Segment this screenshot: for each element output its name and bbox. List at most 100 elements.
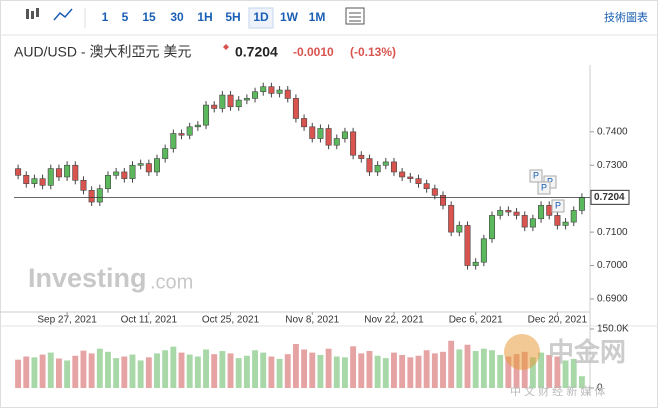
volume-tick-label: 150.0K [597, 324, 629, 335]
volume-tick-label: 0 [597, 383, 603, 394]
candle-body [243, 98, 250, 101]
candle-body [309, 126, 316, 139]
interval-button[interactable]: 1D [253, 10, 269, 24]
candle-body [472, 261, 479, 266]
candle-body [350, 131, 357, 156]
candle-body [325, 128, 332, 146]
volume-bar [391, 352, 397, 388]
volume-bar [399, 354, 406, 388]
volume-bar [480, 348, 487, 388]
volume-bar [292, 343, 299, 388]
candle-body [154, 158, 160, 173]
candle-body [399, 171, 406, 178]
candle-body [505, 210, 512, 213]
interval-button[interactable]: 30 [170, 10, 184, 24]
logo: 中金网 [548, 337, 626, 367]
volume-bar [456, 349, 463, 388]
volume-bar [268, 356, 275, 388]
candle-body [227, 94, 234, 108]
candle-body [431, 188, 438, 196]
volume-bar [170, 346, 177, 388]
volume-bar [301, 349, 308, 388]
x-tick-label: Nov 22, 2021 [364, 315, 424, 326]
volume-bar [570, 358, 577, 388]
candle-body [390, 161, 397, 173]
volume-bar [211, 354, 218, 388]
candle-body [382, 161, 389, 166]
candle-body [194, 124, 201, 128]
candle-body [578, 197, 585, 211]
volume-bar [121, 356, 128, 388]
volume-bar [423, 350, 430, 388]
candle-body [55, 168, 62, 178]
interval-button[interactable]: 5 [122, 10, 129, 24]
candle-body [23, 174, 30, 184]
volume-bar [578, 376, 585, 388]
x-tick-label: Sep 27, 2021 [37, 315, 97, 326]
volume-bar [194, 356, 201, 388]
volume-bar [145, 357, 152, 388]
chart-link-icon[interactable] [345, 7, 365, 25]
volume-bar [448, 340, 455, 388]
volume-bar [472, 351, 479, 388]
y-tick-label: 0.6900 [597, 294, 628, 305]
interval-button[interactable]: 1M [309, 10, 326, 24]
volume-bar [284, 354, 291, 388]
candle-body [489, 215, 496, 240]
logo-mark [504, 334, 540, 370]
candle-body [268, 86, 275, 94]
volume-bar [562, 360, 569, 388]
event-marker [529, 169, 543, 183]
candle-body [252, 91, 259, 99]
candle-body [374, 164, 381, 173]
candle-body [562, 221, 569, 226]
toolbar: 1 5 15 30 1H 5H 1D 1W 1M [102, 7, 326, 29]
candle-body [570, 210, 577, 223]
volume-bar [374, 355, 381, 388]
candle-body [15, 168, 22, 176]
candle-body [47, 168, 54, 186]
y-tick-label: 0.7000 [597, 260, 628, 271]
chart-link[interactable]: 技術圖表 [604, 10, 648, 24]
volume-bar [513, 354, 520, 388]
candle-body [203, 104, 210, 126]
volume-bar [333, 356, 340, 388]
interval-button[interactable]: 1H [197, 10, 212, 24]
x-tick-label: Nov 8, 2021 [285, 315, 339, 326]
volume-bar [15, 359, 22, 388]
candle-body [538, 205, 545, 220]
volume-bar [129, 354, 136, 388]
volume-bar [88, 353, 95, 388]
interval-button[interactable]: 1 [102, 10, 109, 24]
volume-bar [80, 350, 87, 388]
last-price-label: 0.7204 [594, 192, 625, 203]
interval-button[interactable]: 1W [280, 10, 299, 24]
candle-body [276, 89, 283, 94]
candle-body [162, 148, 169, 159]
candle-body [358, 154, 365, 159]
volume-bar [342, 357, 348, 388]
candle-body [88, 190, 95, 203]
interval-button[interactable]: 15 [142, 10, 156, 24]
volume-bar [538, 352, 544, 388]
candle-body [129, 164, 136, 179]
volume-bar [350, 346, 357, 388]
volume-bar [113, 358, 120, 388]
candle-body [407, 176, 414, 179]
volume-bar [415, 355, 422, 388]
interval-button[interactable]: 5H [225, 10, 240, 24]
volume-bar [464, 344, 471, 388]
candle-body [96, 188, 103, 203]
candle-body [301, 118, 308, 128]
candle-body [284, 89, 291, 99]
volume-bar [554, 356, 561, 388]
volume-bar [260, 352, 267, 388]
volume-bar [219, 351, 226, 388]
y-tick-label: 0.7100 [597, 227, 628, 238]
candle-body [513, 211, 520, 216]
volume-bar [23, 356, 30, 388]
event-marker-label: P [541, 182, 547, 192]
volume-bar [235, 358, 242, 388]
candle-body [546, 205, 553, 216]
volume-bar [358, 353, 365, 388]
